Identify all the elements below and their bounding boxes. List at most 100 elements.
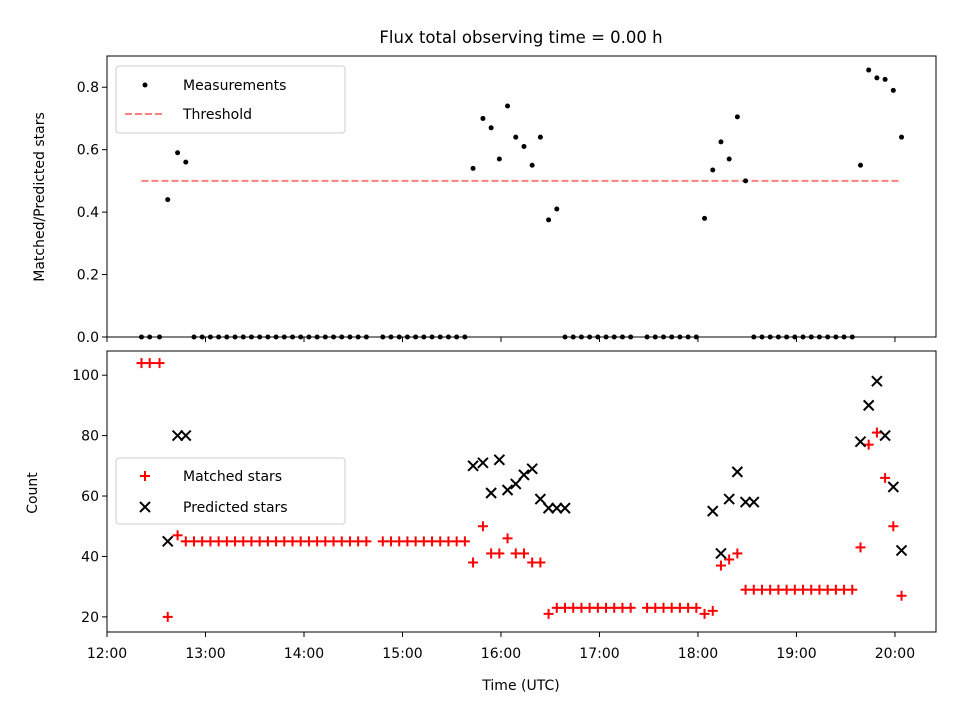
predicted-star-point (518, 469, 530, 481)
matched-star-point (896, 590, 907, 601)
predicted-star-point (707, 505, 719, 517)
matched-star-point (715, 560, 726, 571)
measurement-point (488, 125, 494, 131)
measurement-point (513, 134, 519, 140)
measurement-point (470, 165, 476, 171)
matched-star-point (880, 472, 891, 483)
top-ytick-label: 0.0 (77, 330, 99, 346)
measurement-point (726, 156, 732, 162)
matched-star-point (535, 557, 546, 568)
measurement-point (743, 178, 749, 184)
predicted-star-point (723, 493, 735, 505)
bottom-ylabel: Count (25, 472, 41, 514)
top-axes-frame (106, 55, 937, 338)
bottom-xtick-label: 20:00 (875, 646, 915, 662)
bottom-ytick-label: 80 (81, 429, 99, 445)
predicted-star-point (510, 478, 522, 490)
bottom-xtick-label: 18:00 (678, 646, 718, 662)
measurement-point (165, 197, 171, 203)
predicted-star-point (895, 544, 908, 557)
bottom-xtick-label: 13:00 (185, 646, 225, 662)
top-ytick-label: 0.6 (77, 143, 99, 159)
matched-star-point (863, 439, 874, 450)
measurement-point (496, 156, 502, 162)
matched-star-point (361, 536, 372, 547)
bottom-plot-area (136, 358, 908, 622)
predicted-star-point (485, 487, 497, 499)
predicted-star-point (715, 547, 727, 560)
top-plot-area (138, 67, 905, 340)
predicted-star-point (477, 457, 489, 469)
matched-star-point (871, 427, 882, 438)
predicted-star-point (501, 484, 514, 496)
predicted-star-point (879, 429, 891, 442)
measurement-point (718, 139, 724, 145)
legend-label-predicted: Predicted stars (183, 500, 288, 516)
bottom-xtick-label: 17:00 (579, 646, 619, 662)
bottom-legend-box (115, 457, 346, 525)
measurement-point (890, 87, 896, 93)
legend-marker-measurements (142, 82, 148, 88)
predicted-star-point (551, 502, 563, 514)
predicted-star-point (862, 399, 875, 412)
measurement-point (866, 67, 872, 73)
predicted-star-point (493, 454, 506, 466)
predicted-star-point (854, 435, 867, 448)
bottom-xtick-label: 12:00 (87, 646, 127, 662)
bottom-axes-frame (106, 350, 937, 633)
predicted-star-point (731, 466, 744, 478)
measurement-point (521, 144, 527, 150)
measurement-point (505, 103, 511, 109)
top-ytick-label: 0.2 (77, 268, 99, 284)
predicted-star-point (467, 460, 479, 472)
matched-star-point (888, 521, 899, 532)
measurement-point (175, 150, 181, 156)
predicted-star-point (534, 493, 547, 505)
chart-title: Flux total observing time = 0.00 h (379, 28, 662, 47)
bottom-ytick-label: 20 (81, 610, 99, 626)
legend-label-threshold: Threshold (182, 107, 252, 123)
matched-star-point (162, 611, 173, 622)
matched-star-point (691, 602, 702, 613)
matched-star-point (477, 521, 488, 532)
legend-marker-predicted (139, 501, 151, 513)
bottom-xtick-label: 15:00 (382, 646, 422, 662)
legend-label-matched: Matched stars (183, 469, 282, 485)
matched-star-point (855, 542, 866, 553)
matched-star-point (543, 608, 554, 619)
matched-star-point (144, 358, 155, 369)
matched-star-point (154, 358, 165, 369)
matched-star-point (459, 536, 470, 547)
measurement-point (874, 75, 880, 81)
top-panel: Matched/Predicted stars 0.00.20.40.60.8 … (32, 55, 937, 346)
matched-star-point (518, 548, 529, 559)
matched-star-point (732, 548, 743, 559)
top-legend-box (115, 65, 346, 134)
measurement-point (857, 162, 863, 168)
legend-label-measurements: Measurements (183, 78, 286, 94)
measurement-point (529, 162, 535, 168)
bottom-xtick-label: 19:00 (776, 646, 816, 662)
measurement-point (546, 217, 552, 223)
top-legend: Measurements Threshold (115, 65, 346, 134)
predicted-star-point (887, 481, 900, 493)
measurement-point (710, 167, 716, 173)
matched-star-point (494, 548, 505, 559)
measurement-point (480, 115, 486, 121)
measurement-point (882, 76, 888, 82)
predicted-star-point (162, 535, 174, 548)
matched-star-point (699, 608, 710, 619)
bottom-xlabel: Time (UTC) (481, 678, 559, 694)
measurement-point (734, 114, 740, 120)
predicted-star-point (180, 429, 192, 442)
matched-star-point (502, 533, 513, 544)
top-ytick-label: 0.8 (77, 80, 99, 96)
bottom-yticks: 20 40 60 80 100 (72, 368, 107, 626)
measurement-point (183, 159, 189, 165)
matched-star-point (724, 554, 735, 565)
top-yticks: 0.0 0.2 0.4 0.6 0.8 (77, 80, 107, 346)
bottom-ytick-label: 40 (81, 549, 99, 565)
predicted-star-point (748, 496, 760, 508)
